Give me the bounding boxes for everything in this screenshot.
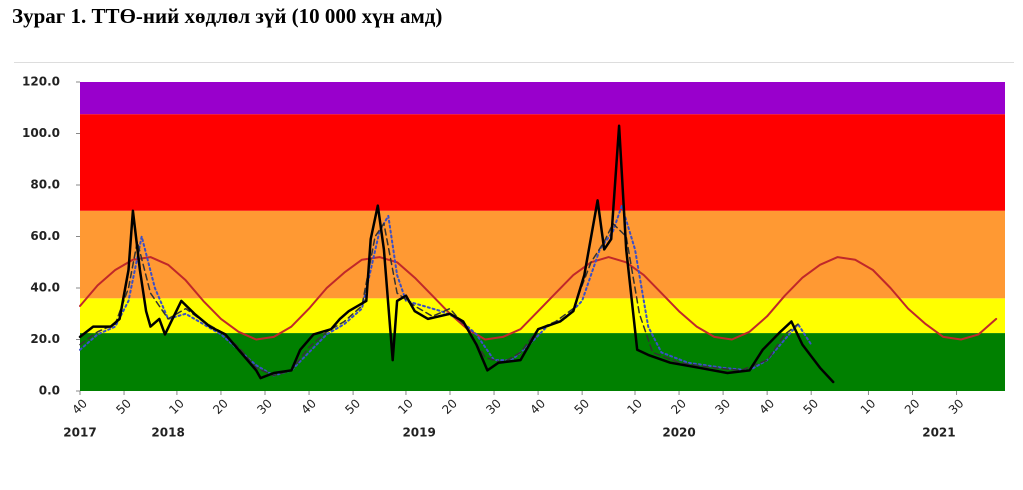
year-label: 2018 xyxy=(151,426,184,440)
x-tick-label: 20 xyxy=(902,396,923,417)
threshold-band xyxy=(80,210,1005,299)
series-line xyxy=(78,124,835,384)
series-line xyxy=(79,222,799,377)
year-label: 2019 xyxy=(402,426,435,440)
x-tick-label: 50 xyxy=(571,396,592,417)
x-tick-label: 30 xyxy=(712,396,733,417)
y-tick-label: 80.0 xyxy=(30,178,60,192)
x-tick-label: 40 xyxy=(298,396,319,417)
chart-title: Зураг 1. ТТӨ-ний хөдлөл зүй (10 000 хүн … xyxy=(12,4,443,28)
x-tick-label: 10 xyxy=(166,396,187,417)
x-tick-label: 20 xyxy=(668,396,689,417)
y-tick-label: 60.0 xyxy=(30,229,60,243)
threshold-band xyxy=(80,333,1005,391)
x-tick-label: 20 xyxy=(210,396,231,417)
x-tick-label: 40 xyxy=(527,396,548,417)
y-tick-label: 120.0 xyxy=(22,75,60,89)
y-tick-label: 20.0 xyxy=(30,332,60,346)
threshold-band xyxy=(80,82,1005,115)
x-tick-label: 40 xyxy=(756,396,777,417)
series-line xyxy=(79,204,813,377)
x-tick-label: 20 xyxy=(439,396,460,417)
x-tick-label: 30 xyxy=(946,396,967,417)
x-tick-label: 50 xyxy=(113,396,134,417)
x-tick-label: 50 xyxy=(342,396,363,417)
x-tick-label: 30 xyxy=(483,396,504,417)
x-tick-label: 40 xyxy=(69,396,90,417)
x-tick-label: 30 xyxy=(254,396,275,417)
series-line xyxy=(79,256,998,341)
y-tick-label: 0.0 xyxy=(39,384,60,398)
separator xyxy=(14,62,1014,63)
year-label: 2021 xyxy=(922,426,955,440)
y-tick-label: 100.0 xyxy=(22,126,60,140)
x-tick-label: 10 xyxy=(624,396,645,417)
x-tick-label: 50 xyxy=(800,396,821,417)
y-tick-label: 40.0 xyxy=(30,281,60,295)
year-label: 2020 xyxy=(662,426,695,440)
threshold-band xyxy=(80,114,1005,211)
x-tick-label: 10 xyxy=(858,396,879,417)
x-tick-label: 10 xyxy=(395,396,416,417)
year-label: 2017 xyxy=(63,426,96,440)
